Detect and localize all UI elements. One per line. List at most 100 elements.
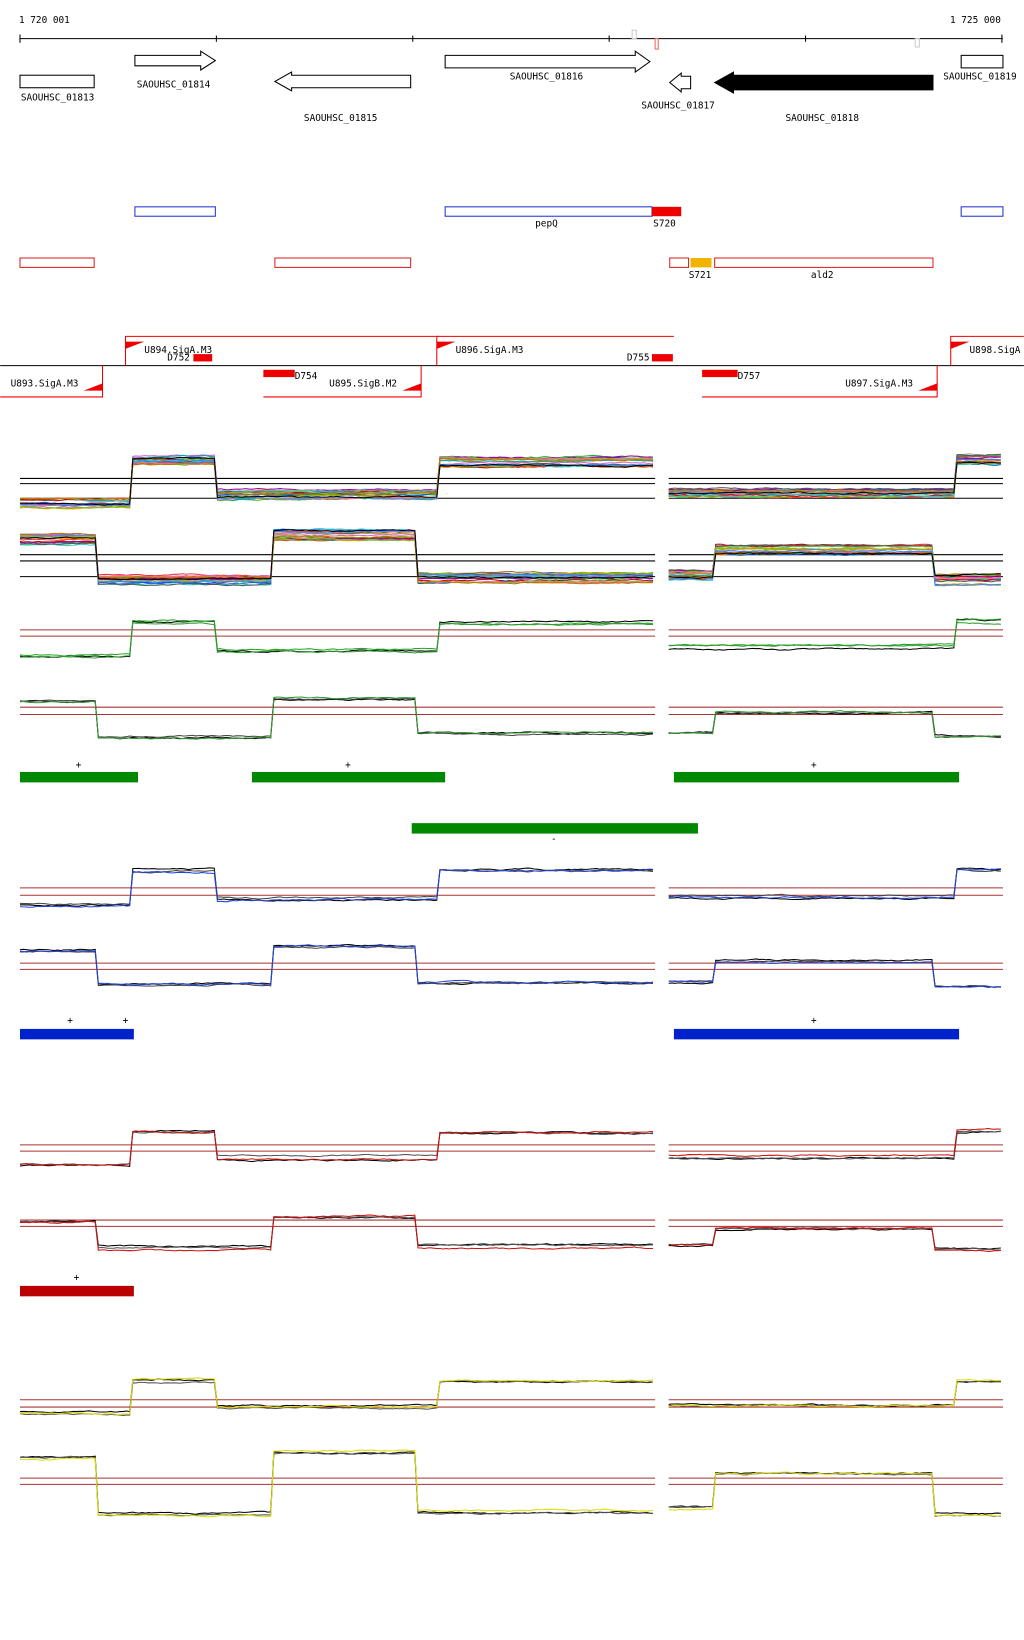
- promoter-label: U896.SigA.M3: [456, 345, 524, 356]
- promoter-flag: [83, 383, 103, 391]
- gene-label: SAOUHSC_01816: [510, 71, 584, 82]
- marker: [914, 38, 920, 48]
- strand-label: +: [123, 1016, 129, 1027]
- trace: [668, 453, 1001, 491]
- feature: [274, 257, 412, 268]
- segment: [673, 1028, 960, 1040]
- trace: [19, 868, 654, 908]
- promoter-flag: [125, 341, 145, 349]
- promoter-line: [702, 365, 938, 398]
- trace: [668, 547, 1001, 586]
- strand-label: +: [76, 760, 82, 771]
- trace: [668, 544, 1001, 583]
- trace: [19, 944, 654, 986]
- trace: [668, 622, 1001, 647]
- promoter-line: [0, 365, 104, 398]
- gene-arrow: [668, 72, 692, 94]
- trace: [668, 710, 1001, 739]
- trace: [668, 868, 1001, 898]
- feature: [669, 257, 690, 268]
- trace: [668, 462, 1001, 498]
- trace: [668, 551, 1001, 579]
- promoter-label: U897.SigA.M3: [845, 378, 913, 389]
- ruler: [19, 34, 1003, 43]
- trace: [19, 457, 654, 501]
- strand-label: +: [67, 1016, 73, 1027]
- terminator: [651, 354, 673, 362]
- trace: [668, 1378, 1001, 1408]
- trace: [668, 461, 1001, 495]
- trace: [19, 529, 654, 581]
- feature: [714, 257, 934, 268]
- feature-label: S720: [653, 219, 676, 230]
- ruler-end: 1 725 000: [950, 15, 1001, 26]
- gene: [19, 74, 95, 89]
- trace: [19, 622, 654, 659]
- trace: [19, 456, 654, 506]
- trace: [668, 961, 1001, 988]
- trace: [668, 1226, 1001, 1251]
- trace: [19, 1377, 654, 1415]
- promoter-flag: [436, 341, 456, 349]
- feature: [690, 258, 712, 268]
- gene-label: SAOUHSC_01817: [641, 101, 715, 112]
- promoter-label: U898.SigA: [970, 345, 1021, 356]
- promoter-line: [263, 365, 422, 398]
- segment: [411, 823, 698, 834]
- feature-label: S721: [689, 270, 712, 281]
- trace: [19, 1215, 654, 1250]
- strand-label: +: [811, 1016, 817, 1027]
- trace: [19, 532, 654, 585]
- trace: [668, 1227, 1001, 1250]
- ruler-start: 1 720 001: [19, 15, 70, 26]
- promoter-label: D754: [295, 371, 318, 382]
- gene-arrow: [134, 50, 217, 71]
- segment: [673, 771, 960, 783]
- trace: [668, 1130, 1001, 1160]
- gene-label: SAOUHSC_01813: [21, 92, 95, 103]
- promoter-flag: [402, 383, 422, 391]
- trace: [19, 1451, 654, 1517]
- strand-label: -: [551, 834, 557, 845]
- traces: [19, 453, 1003, 1518]
- gene-label: SAOUHSC_01814: [137, 80, 211, 91]
- promoter-label: D752: [167, 352, 190, 363]
- gene: [960, 54, 1004, 69]
- feature-label: ald2: [811, 270, 834, 281]
- trace: [668, 1471, 1001, 1517]
- trace: [668, 618, 1001, 651]
- segment: [251, 771, 446, 783]
- promoter-line: [950, 335, 1024, 366]
- feature: [19, 257, 95, 268]
- promoter-label: D757: [738, 371, 761, 382]
- strand-label: +: [74, 1273, 80, 1284]
- gene-arrow: [273, 71, 412, 92]
- gene-label: SAOUHSC_01815: [304, 113, 378, 124]
- trace: [668, 710, 1001, 739]
- feature: [960, 206, 1004, 217]
- segment: [20, 1285, 134, 1297]
- gene-label: SAOUHSC_01818: [785, 113, 859, 124]
- promoter-line: [124, 335, 439, 366]
- feature: [134, 206, 216, 217]
- marker: [654, 38, 659, 50]
- trace: [19, 696, 654, 740]
- trace: [19, 1216, 654, 1248]
- strand-label: +: [345, 760, 351, 771]
- strand-label: +: [811, 760, 817, 771]
- trace: [19, 1214, 654, 1252]
- terminator: [702, 369, 738, 378]
- promoter-label: U895.SigB.M2: [329, 378, 397, 389]
- promoter-label: U894.SigA.M3: [144, 345, 212, 356]
- terminator: [263, 369, 295, 378]
- promoter-line: [436, 335, 674, 366]
- trace: [668, 460, 1001, 493]
- gene-label: SAOUHSC_01819: [943, 71, 1017, 82]
- trace: [668, 548, 1001, 587]
- gene-arrow: [713, 71, 934, 94]
- feature: [651, 206, 682, 217]
- trace: [668, 1226, 1001, 1252]
- trace: [19, 530, 654, 583]
- gene-arrow: [444, 50, 651, 74]
